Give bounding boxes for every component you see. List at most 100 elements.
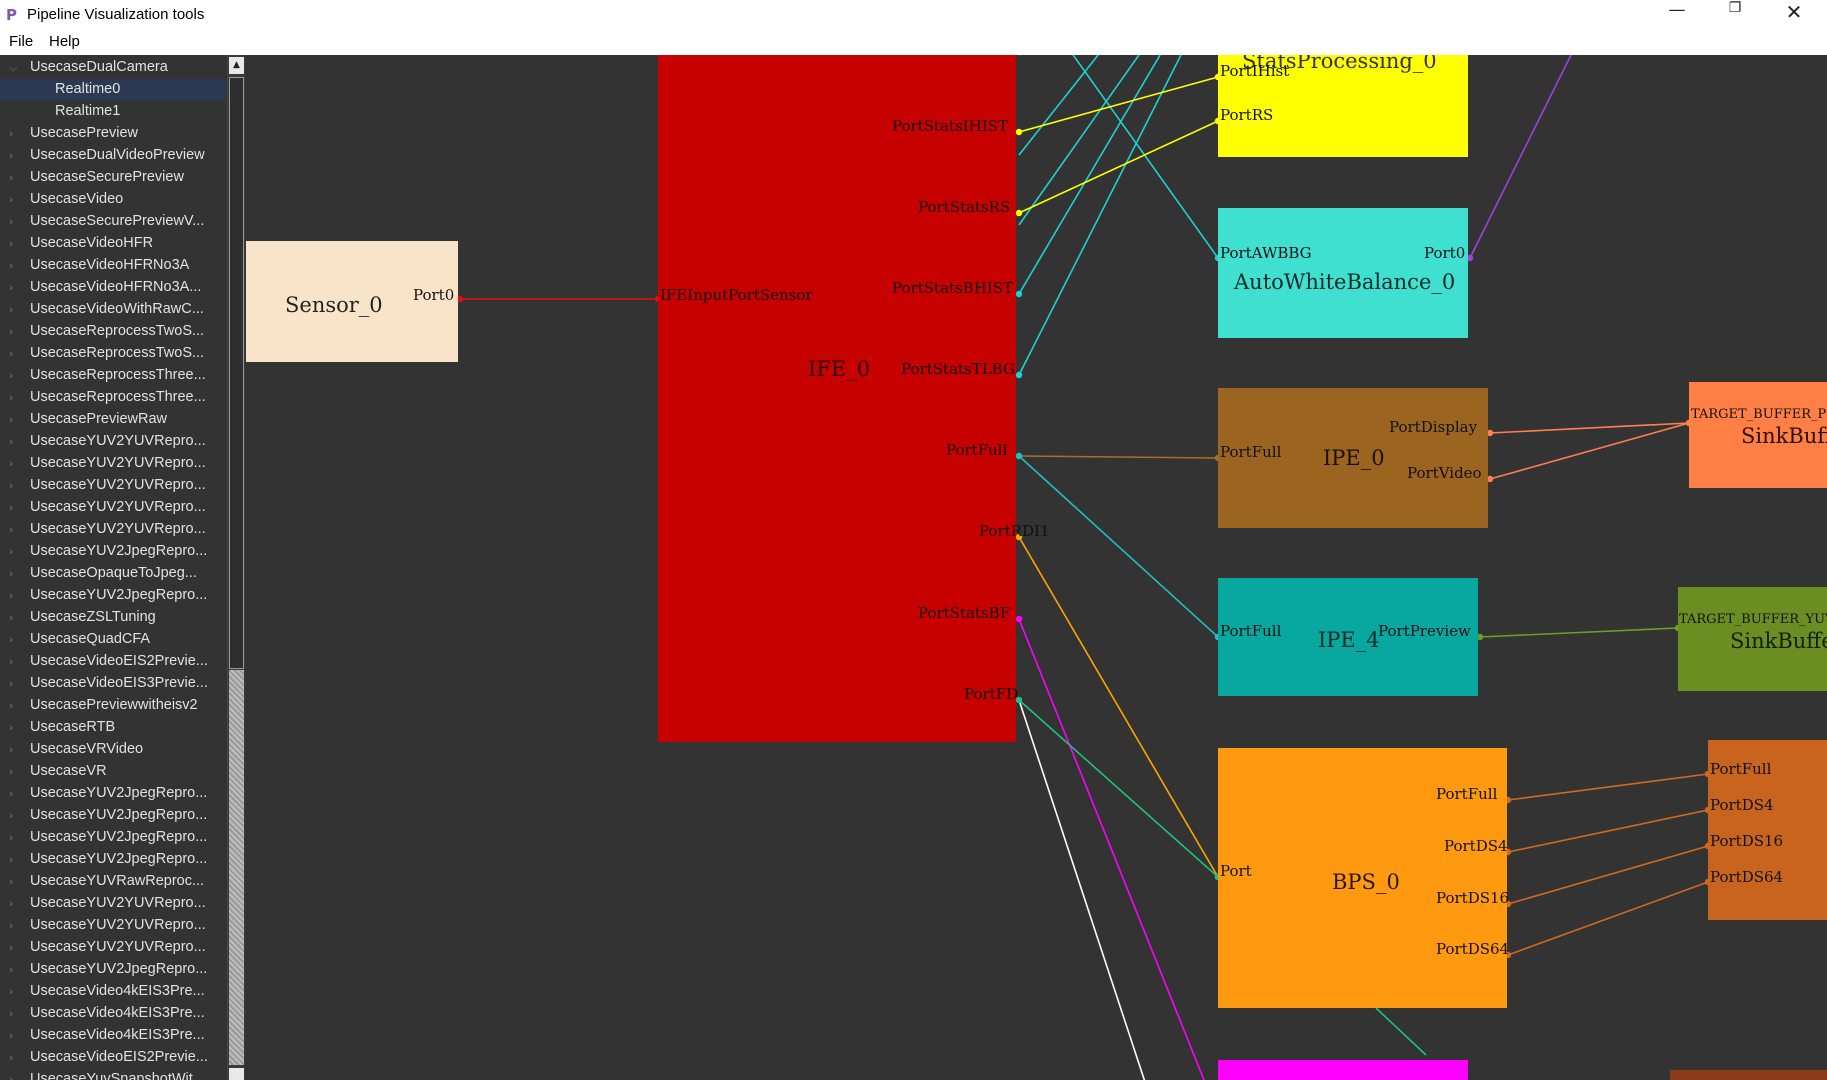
scrollbar-track[interactable] xyxy=(229,670,244,1065)
tree-child-item[interactable]: Realtime1 xyxy=(0,101,226,123)
tree-item[interactable]: › UsecaseVideoEIS3Previe... xyxy=(0,673,226,695)
expand-right-icon[interactable]: › xyxy=(9,611,14,624)
expand-right-icon[interactable]: › xyxy=(9,567,14,580)
port-label[interactable]: PortRS xyxy=(1220,106,1274,124)
expand-right-icon[interactable]: › xyxy=(9,193,14,206)
tree-item[interactable]: › UsecasePreview xyxy=(0,123,226,145)
expand-right-icon[interactable]: › xyxy=(9,523,14,536)
port-label[interactable]: TARGET_BUFFER_YUV xyxy=(1679,612,1827,627)
expand-right-icon[interactable]: › xyxy=(9,127,14,140)
tree-item[interactable]: › UsecaseYUV2YUVRepro... xyxy=(0,937,226,959)
maximize-button[interactable]: ❐ xyxy=(1728,0,1742,16)
tree-item[interactable]: › UsecaseYUV2YUVRepro... xyxy=(0,497,226,519)
expand-right-icon[interactable]: › xyxy=(9,743,14,756)
node-statp[interactable]: StatsProcessing_0 xyxy=(1218,55,1468,157)
expand-right-icon[interactable]: › xyxy=(9,853,14,866)
port-label[interactable]: PortRDI1 xyxy=(979,522,1050,540)
port-label[interactable]: PortDS64 xyxy=(1710,868,1784,886)
port-anchor[interactable] xyxy=(1486,475,1494,483)
port-label[interactable]: PortVideo xyxy=(1407,464,1482,482)
node-sensor[interactable]: Sensor_0 xyxy=(246,241,458,362)
port-label[interactable]: PortStatsBF xyxy=(918,604,1011,622)
tree-item[interactable]: › UsecaseVideoHFRNo3A xyxy=(0,255,226,277)
expand-right-icon[interactable]: › xyxy=(9,699,14,712)
tree-child-item[interactable]: Realtime0 xyxy=(0,79,226,101)
tree-item[interactable]: › UsecaseZSLTuning xyxy=(0,607,226,629)
expand-right-icon[interactable]: › xyxy=(9,809,14,822)
expand-right-icon[interactable]: › xyxy=(9,919,14,932)
port-anchor[interactable] xyxy=(1466,254,1474,262)
port-label[interactable]: PortDisplay xyxy=(1389,418,1478,436)
expand-right-icon[interactable]: › xyxy=(9,985,14,998)
expand-right-icon[interactable]: › xyxy=(9,149,14,162)
port-label[interactable]: IFEInputPortSensor xyxy=(660,286,813,304)
tree-item[interactable]: › UsecaseYuvSnapshotWit... xyxy=(0,1069,226,1080)
close-button[interactable]: ✕ xyxy=(1785,0,1803,24)
expand-right-icon[interactable]: › xyxy=(9,787,14,800)
tree-item[interactable]: ⌵ UsecaseDualCamera xyxy=(0,57,226,79)
port-anchor[interactable] xyxy=(1015,209,1023,217)
expand-down-icon[interactable]: ⌵ xyxy=(9,61,18,74)
tree-item[interactable]: › UsecaseVideoEIS2Previe... xyxy=(0,1047,226,1069)
port-label[interactable]: PortAWBBG xyxy=(1220,244,1312,262)
tree-item[interactable]: › UsecaseYUV2YUVRepro... xyxy=(0,893,226,915)
port-label[interactable]: PortIHist xyxy=(1220,62,1290,80)
tree-item[interactable]: › UsecaseVideo4kEIS3Pre... xyxy=(0,981,226,1003)
node-ipe0[interactable]: IPE_0 xyxy=(1218,388,1488,528)
tree-item[interactable]: › UsecaseReprocessTwoS... xyxy=(0,321,226,343)
port-anchor[interactable] xyxy=(1476,633,1484,641)
expand-right-icon[interactable]: › xyxy=(9,413,14,426)
port-label[interactable]: PortStatsRS xyxy=(918,198,1011,216)
tree-item[interactable]: › UsecaseRTB xyxy=(0,717,226,739)
port-label[interactable]: PortDS64 xyxy=(1436,940,1510,958)
tree-item[interactable]: › UsecaseYUVRawReproc... xyxy=(0,871,226,893)
port-label[interactable]: TARGET_BUFFER_PREVIEW xyxy=(1691,407,1827,422)
expand-right-icon[interactable]: › xyxy=(9,721,14,734)
port-anchor[interactable] xyxy=(1015,290,1023,298)
port-label[interactable]: PortFull xyxy=(1220,622,1282,640)
tree-item[interactable]: › UsecaseYUV2JpegRepro... xyxy=(0,585,226,607)
expand-right-icon[interactable]: › xyxy=(9,215,14,228)
expand-right-icon[interactable]: › xyxy=(9,589,14,602)
tree-item[interactable]: › UsecaseVideo xyxy=(0,189,226,211)
port-label[interactable]: Port0 xyxy=(413,286,455,304)
node-awb[interactable]: AutoWhiteBalance_0 xyxy=(1218,208,1468,338)
menu-help[interactable]: Help xyxy=(49,33,80,50)
expand-right-icon[interactable]: › xyxy=(9,677,14,690)
port-anchor[interactable] xyxy=(1015,371,1023,379)
expand-right-icon[interactable]: › xyxy=(9,391,14,404)
expand-right-icon[interactable]: › xyxy=(9,457,14,470)
node-bps[interactable]: BPS_0 xyxy=(1218,748,1507,1008)
tree-item[interactable]: › UsecaseYUV2YUVRepro... xyxy=(0,519,226,541)
tree-item[interactable]: › UsecaseVRVideo xyxy=(0,739,226,761)
expand-right-icon[interactable]: › xyxy=(9,369,14,382)
expand-right-icon[interactable]: › xyxy=(9,281,14,294)
port-label[interactable]: Port xyxy=(1220,862,1252,880)
expand-right-icon[interactable]: › xyxy=(9,1073,14,1080)
expand-right-icon[interactable]: › xyxy=(9,237,14,250)
scroll-up-arrow-icon[interactable]: ▲ xyxy=(229,57,244,74)
port-label[interactable]: PortStatsBHIST xyxy=(892,279,1013,297)
expand-right-icon[interactable]: › xyxy=(9,325,14,338)
tree-item[interactable]: › UsecaseReprocessTwoS... xyxy=(0,343,226,365)
tree-item[interactable]: › UsecaseYUV2JpegRepro... xyxy=(0,783,226,805)
expand-right-icon[interactable]: › xyxy=(9,1029,14,1042)
expand-right-icon[interactable]: › xyxy=(9,435,14,448)
tree-item[interactable]: › UsecaseVideo4kEIS3Pre... xyxy=(0,1025,226,1047)
tree-item[interactable]: › UsecaseSecurePreview xyxy=(0,167,226,189)
tree-item[interactable]: › UsecaseYUV2YUVRepro... xyxy=(0,431,226,453)
port-label[interactable]: PortFull xyxy=(1220,443,1282,461)
port-label[interactable]: PortDS4 xyxy=(1710,796,1774,814)
tree-item[interactable]: › UsecaseVR xyxy=(0,761,226,783)
port-label[interactable]: PortFD xyxy=(964,685,1019,703)
port-anchor[interactable] xyxy=(1015,615,1023,623)
tree-item[interactable]: › UsecasePreviewRaw xyxy=(0,409,226,431)
tree-item[interactable]: › UsecaseOpaqueToJpeg... xyxy=(0,563,226,585)
tree-item[interactable]: › UsecaseYUV2JpegRepro... xyxy=(0,849,226,871)
scroll-down-arrow-icon[interactable] xyxy=(229,1068,244,1080)
tree-item[interactable]: › UsecaseSecurePreviewV... xyxy=(0,211,226,233)
expand-right-icon[interactable]: › xyxy=(9,171,14,184)
expand-right-icon[interactable]: › xyxy=(9,633,14,646)
port-label[interactable]: Port0 xyxy=(1424,244,1466,262)
expand-right-icon[interactable]: › xyxy=(9,875,14,888)
